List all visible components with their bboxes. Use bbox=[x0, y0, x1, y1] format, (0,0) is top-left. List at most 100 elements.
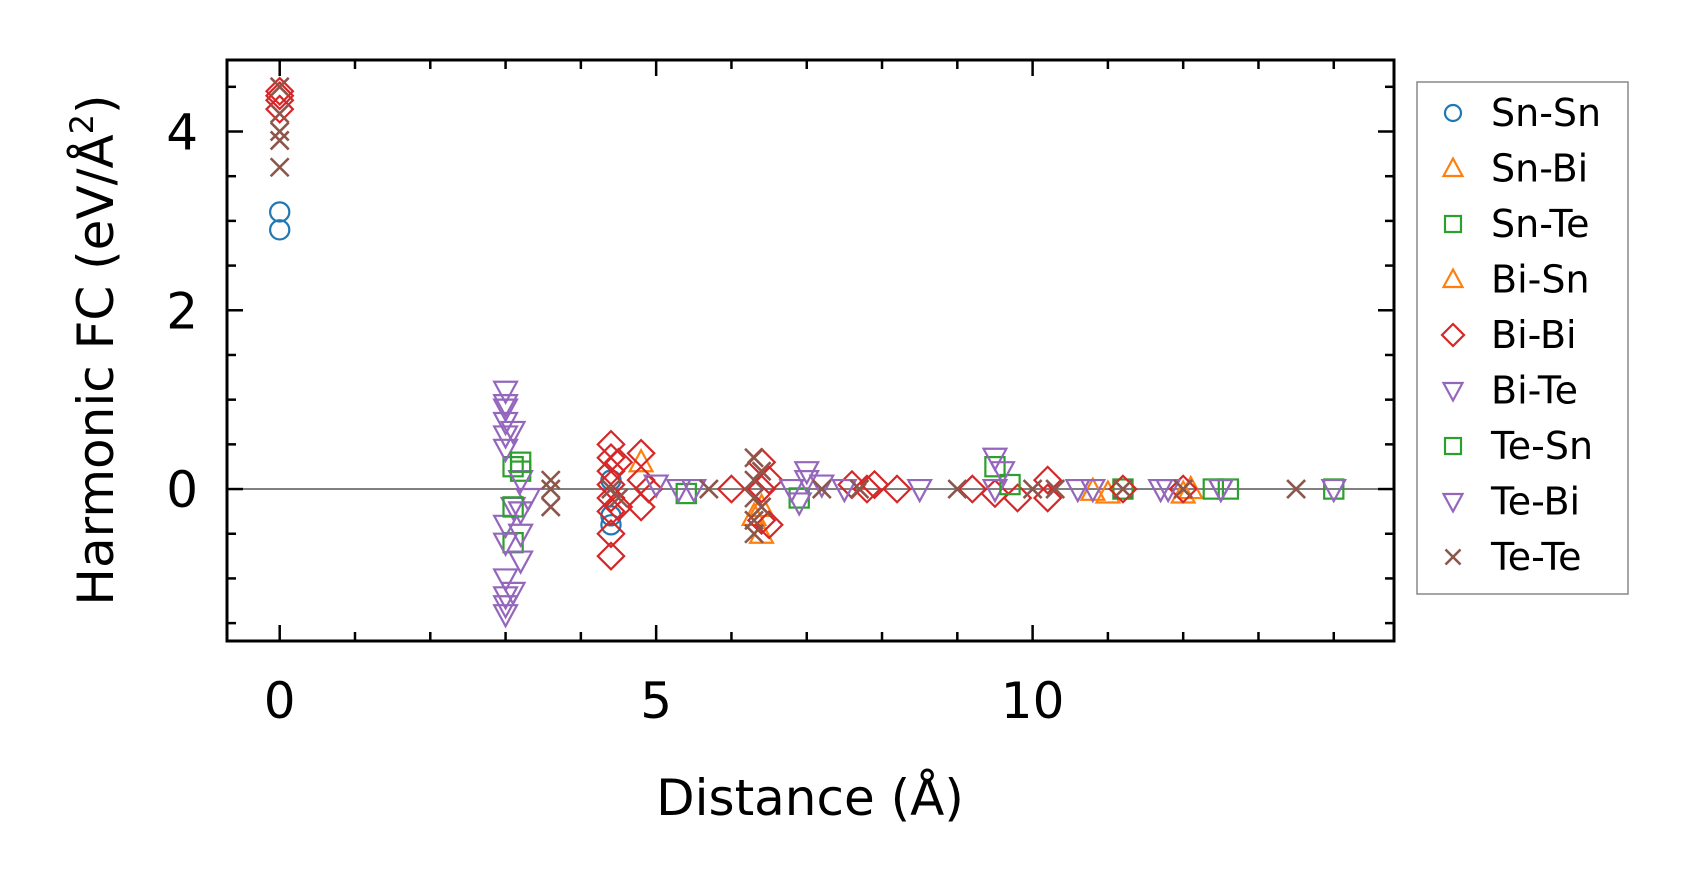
data-point bbox=[608, 488, 629, 508]
legend-marker bbox=[1444, 548, 1462, 566]
y-axis-label: Harmonic FC (eV/Å2) bbox=[63, 94, 125, 605]
series-bi-te bbox=[492, 380, 1348, 629]
data-point bbox=[744, 523, 764, 544]
data-point bbox=[778, 478, 805, 504]
data-point bbox=[502, 496, 524, 518]
data-point bbox=[1112, 478, 1134, 500]
legend-marker bbox=[1443, 436, 1463, 456]
data-point bbox=[269, 130, 290, 151]
data-point bbox=[492, 398, 519, 423]
legend-item: Te-Te bbox=[1444, 535, 1582, 579]
legend-label: Sn-Bi bbox=[1491, 147, 1588, 191]
data-point bbox=[492, 438, 519, 464]
data-point bbox=[264, 76, 295, 107]
data-point bbox=[600, 514, 622, 536]
legend-marker bbox=[1440, 322, 1466, 348]
data-point bbox=[269, 201, 291, 223]
y-axis-label-main: Harmonic FC (eV/Å bbox=[67, 134, 125, 605]
legend-label: Bi-Bi bbox=[1491, 313, 1577, 357]
data-point bbox=[980, 478, 1010, 509]
series-bi-bi bbox=[264, 76, 1198, 571]
data-point bbox=[859, 469, 890, 500]
series-te-sn bbox=[502, 451, 1225, 518]
legend-item: Te-Sn bbox=[1443, 424, 1593, 468]
data-point bbox=[957, 474, 988, 504]
data-point bbox=[492, 595, 519, 620]
data-point bbox=[1064, 478, 1092, 504]
data-point bbox=[744, 447, 764, 468]
legend-marker bbox=[1441, 156, 1465, 178]
legend-marker bbox=[1441, 267, 1465, 289]
legend-item: Bi-Te bbox=[1441, 369, 1578, 413]
legend-label: Bi-Sn bbox=[1491, 258, 1590, 302]
series-te-te bbox=[269, 76, 1307, 544]
data-point bbox=[269, 103, 290, 124]
legend-item: Sn-Sn bbox=[1443, 91, 1601, 135]
data-marks bbox=[264, 76, 1348, 629]
data-point bbox=[751, 497, 772, 517]
data-point bbox=[492, 394, 519, 419]
data-point bbox=[680, 478, 708, 504]
series-sn-bi bbox=[627, 447, 1197, 544]
data-point bbox=[269, 76, 290, 97]
x-axis-label: Distance (Å) bbox=[656, 769, 964, 827]
tick-labels: 0 5 10 0 2 4 bbox=[166, 104, 1064, 730]
legend-item: Te-Bi bbox=[1441, 480, 1580, 524]
data-point bbox=[793, 461, 820, 486]
y-tick-label: 4 bbox=[166, 104, 198, 162]
legend-label: Sn-Sn bbox=[1491, 91, 1601, 135]
data-point bbox=[642, 474, 670, 499]
data-point bbox=[999, 473, 1021, 496]
data-point bbox=[716, 474, 747, 504]
data-point bbox=[492, 411, 519, 437]
legend-label: Te-Sn bbox=[1490, 424, 1593, 468]
data-point bbox=[264, 80, 295, 111]
data-point bbox=[492, 380, 519, 406]
legend-label: Te-Bi bbox=[1490, 480, 1580, 524]
data-point bbox=[492, 604, 519, 629]
data-point bbox=[596, 541, 626, 571]
data-point bbox=[269, 219, 291, 241]
x-tick-label: 10 bbox=[1001, 672, 1065, 730]
series-sn-sn bbox=[269, 201, 622, 536]
data-point bbox=[746, 474, 777, 504]
data-point bbox=[509, 451, 532, 473]
data-point bbox=[754, 465, 784, 495]
data-point bbox=[906, 478, 933, 504]
x-tick-label: 5 bbox=[640, 672, 672, 730]
data-point bbox=[492, 532, 519, 557]
data-point bbox=[1320, 478, 1348, 504]
legend-item: Sn-Te bbox=[1443, 202, 1590, 246]
y-tick-label: 2 bbox=[166, 282, 198, 340]
data-point bbox=[698, 479, 719, 499]
data-point bbox=[269, 121, 290, 142]
data-point bbox=[754, 510, 784, 540]
legend-label: Te-Te bbox=[1490, 535, 1582, 579]
data-point bbox=[852, 474, 882, 504]
data-point bbox=[1032, 465, 1063, 495]
data-point bbox=[751, 461, 772, 482]
y-tick-label: 0 bbox=[166, 461, 198, 519]
legend-label: Sn-Te bbox=[1491, 202, 1590, 246]
plot-frame bbox=[225, 58, 1396, 643]
legend: Sn-Sn Sn-Bi Sn-Te Bi-Sn Bi-Bi Bi-Te Te-Sn Te-Bi… bbox=[1416, 81, 1629, 595]
data-point bbox=[1045, 479, 1066, 499]
data-point bbox=[540, 479, 561, 499]
data-point bbox=[603, 447, 634, 477]
data-point bbox=[675, 482, 697, 505]
data-point bbox=[507, 501, 534, 526]
data-point bbox=[596, 518, 626, 549]
data-point bbox=[1108, 474, 1138, 504]
legend-marker bbox=[1441, 492, 1465, 514]
data-point bbox=[1113, 479, 1133, 499]
data-point bbox=[540, 497, 561, 517]
data-point bbox=[492, 568, 519, 593]
data-point bbox=[1286, 479, 1307, 499]
data-point bbox=[882, 474, 912, 504]
data-point bbox=[540, 470, 561, 491]
data-point bbox=[811, 479, 832, 499]
data-point bbox=[1147, 478, 1174, 504]
data-point bbox=[849, 479, 870, 499]
data-point bbox=[808, 474, 836, 499]
